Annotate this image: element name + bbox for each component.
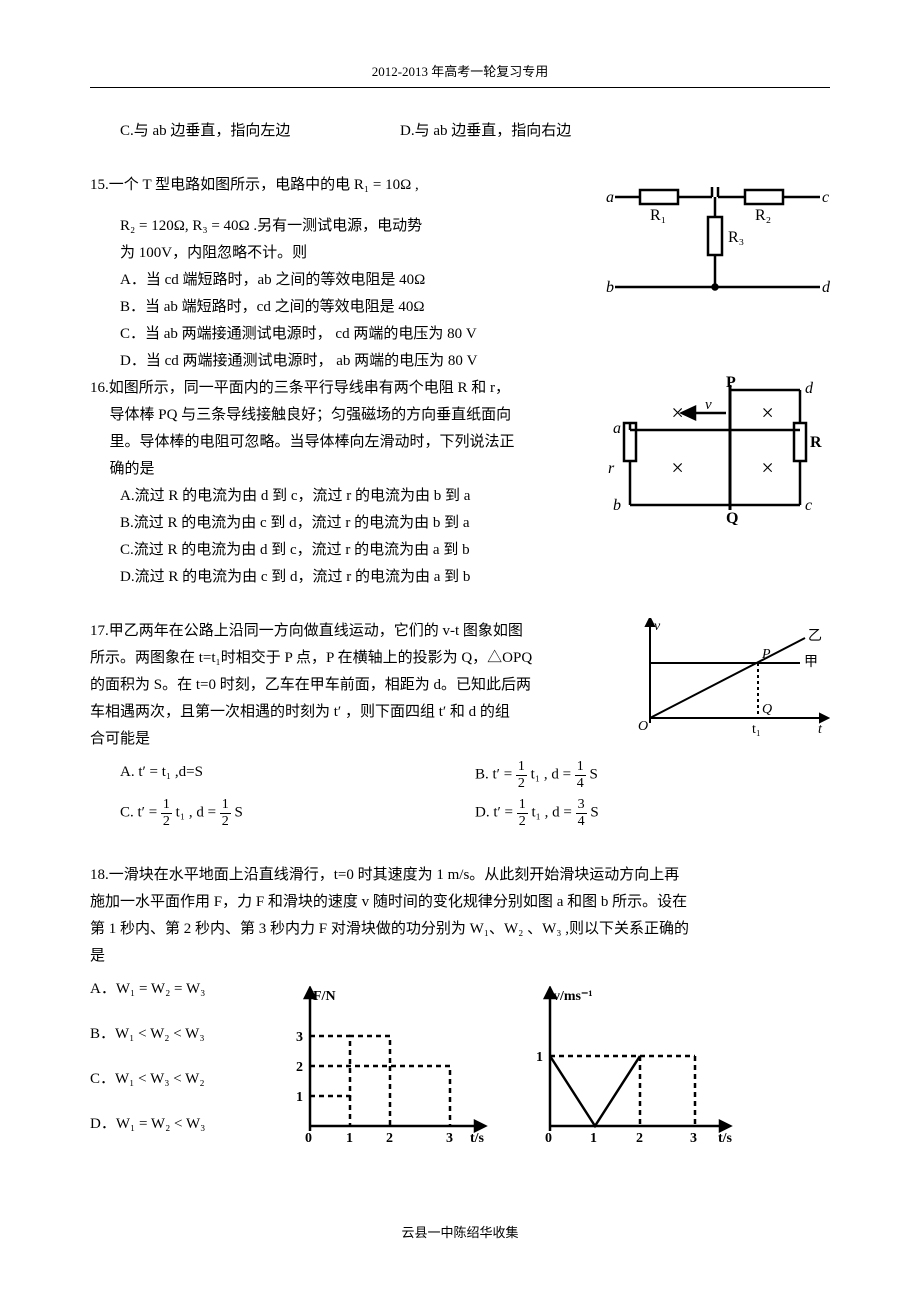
q18-block: 18.一滑块在水平地面上沿直线滑行，t=0 时其速度为 1 m/s。从此刻开始滑… <box>90 862 830 1161</box>
q18b-x0: 0 <box>545 1131 552 1146</box>
q18-stem-line3: 第 1 秒内、第 2 秒内、第 3 秒内力 F 对滑块做的功分别为 W₁、W₂ … <box>90 916 830 943</box>
q17-label-t1: t₁ <box>752 722 761 737</box>
svg-text:×: × <box>670 400 685 425</box>
q16-stem-line1: 16.如图所示，同一平面内的三条平行导线串有两个电阻 R 和 r， <box>90 375 580 402</box>
q18-figure-b: v/ms⁻¹ t/s 0 1 2 3 1 <box>520 986 740 1161</box>
q14-option-c: C.与 ab 边垂直，指向左边 <box>120 118 400 145</box>
q15-stem-line1: 15.一个 T 型电路如图所示，电路中的电 R₁ = 10Ω , <box>90 172 580 199</box>
q18-stem-line1: 18.一滑块在水平地面上沿直线滑行，t=0 时其速度为 1 m/s。从此刻开始滑… <box>90 862 830 889</box>
q18-stem-line2: 施加一水平面作用 F，力 F 和滑块的速度 v 随时间的变化规律分别如图 a 和… <box>90 889 830 916</box>
q18a-y2: 2 <box>296 1060 303 1075</box>
q15-option-a: A．当 cd 端短路时，ab 之间的等效电阻是 40Ω <box>120 267 580 294</box>
q16-stem-line2: 导体棒 PQ 与三条导线接触良好；匀强磁场的方向垂直纸面向 <box>90 402 580 429</box>
q18a-x3: 3 <box>446 1131 453 1146</box>
q18a-x2: 2 <box>386 1131 393 1146</box>
q17-option-b: B. t′ = 12 t₁ , d = 14 S <box>475 759 830 791</box>
svg-text:×: × <box>670 455 685 480</box>
q14-options-row: C.与 ab 边垂直，指向左边 D.与 ab 边垂直，指向右边 <box>120 118 830 145</box>
q17-stem-line3: 的面积为 S。在 t=0 时刻，乙车在甲车前面，相距为 d。已知此后两 <box>90 672 610 699</box>
q18b-x2: 2 <box>636 1131 643 1146</box>
q18a-ylabel: F/N <box>313 989 336 1004</box>
q17-stem-line4: 车相遇两次，且第一次相遇的时刻为 t′ ，则下面四组 t′ 和 d 的组 <box>90 699 610 726</box>
q17-label-O: O <box>638 719 648 734</box>
q17-options: A. t′ = t₁ ,d=S B. t′ = 12 t₁ , d = 14 S… <box>120 759 830 835</box>
q15-circuit-figure: a c b d R₁ R₂ R₃ <box>600 172 830 312</box>
q16-stem-line4: 确的是 <box>90 456 580 483</box>
q17-label-yi: 乙 <box>808 628 822 644</box>
q17-option-d: D. t′ = 12 t₁ , d = 34 S <box>475 797 830 829</box>
q16-label-b: b <box>613 497 621 514</box>
q16-label-v: v <box>705 397 712 413</box>
q17-stem-line2: 所示。两图象在 t=t₁时相交于 P 点，P 在横轴上的投影为 Q，△OPQ <box>90 645 610 672</box>
q18-option-d: D．W₁ = W₂ < W₃ <box>90 1111 230 1138</box>
q15-label-b: b <box>606 279 614 296</box>
q17-stem-line1: 17.甲乙两年在公路上沿同一方向做直线运动，它们的 v-t 图象如图 <box>90 618 610 645</box>
q16-option-c: C.流过 R 的电流为由 d 到 c，流过 r 的电流为由 a 到 b <box>120 537 580 564</box>
q15-label-c: c <box>822 189 829 206</box>
q16-option-a: A.流过 R 的电流为由 d 到 c，流过 r 的电流为由 b 到 a <box>120 483 580 510</box>
q18a-x1: 1 <box>346 1131 353 1146</box>
q16-label-Q: Q <box>726 510 738 525</box>
q16-option-b: B.流过 R 的电流为由 c 到 d，流过 r 的电流为由 b 到 a <box>120 510 580 537</box>
q18b-y1: 1 <box>536 1050 543 1065</box>
q15-option-d: D．当 cd 两端接通测试电源时， ab 两端的电压为 80 V <box>120 348 580 375</box>
q16-circuit-figure: × × × × P Q a b c d R r v <box>600 375 830 535</box>
q16-label-r: r <box>608 460 615 477</box>
q17-vt-graph: v t O t₁ P Q 甲 乙 <box>630 618 830 748</box>
q17-stem-line5: 合可能是 <box>90 726 610 753</box>
q18-option-c: C．W₁ < W₃ < W₂ <box>90 1066 230 1093</box>
q16-label-P: P <box>726 375 736 391</box>
q18-option-b: B．W₁ < W₂ < W₃ <box>90 1021 230 1048</box>
q15-option-c: C．当 ab 两端接通测试电源时， cd 两端的电压为 80 V <box>120 321 580 348</box>
svg-text:×: × <box>760 400 775 425</box>
q18b-xlabel: t/s <box>718 1131 733 1146</box>
q18a-xlabel: t/s <box>470 1131 485 1146</box>
q16-label-d: d <box>805 380 814 397</box>
q18a-y3: 3 <box>296 1030 303 1045</box>
q15-label-r2: R₂ <box>755 207 771 224</box>
page-footer: 云县一中陈绍华收集 <box>90 1221 830 1244</box>
q15-label-d: d <box>822 279 830 296</box>
q15-label-r1: R₁ <box>650 207 666 224</box>
q18-figure-a: F/N t/s 0 1 2 3 1 2 3 <box>280 986 490 1161</box>
q15-option-b: B．当 ab 端短路时，cd 之间的等效电阻是 40Ω <box>120 294 580 321</box>
q18a-y1: 1 <box>296 1090 303 1105</box>
q14-option-d: D.与 ab 边垂直，指向右边 <box>400 118 571 145</box>
q17-axis-v: v <box>654 619 661 634</box>
q17-label-Q: Q <box>762 702 772 717</box>
q17-option-c: C. t′ = 12 t₁ , d = 12 S <box>120 797 475 829</box>
q16-option-d: D.流过 R 的电流为由 c 到 d，流过 r 的电流为由 a 到 b <box>120 564 580 591</box>
q17-label-P: P <box>761 647 771 662</box>
q17-block: 17.甲乙两年在公路上沿同一方向做直线运动，它们的 v-t 图象如图 所示。两图… <box>90 618 830 753</box>
page-header: 2012-2013 年高考一轮复习专用 <box>90 60 830 88</box>
q18-option-a: A．W₁ = W₂ = W₃ <box>90 976 230 1003</box>
q16-label-a: a <box>613 420 621 437</box>
q15-label-r3: R₃ <box>728 229 744 246</box>
q15-stem-line2: R₂ = 120Ω, R₃ = 40Ω .另有一测试电源，电动势 <box>90 213 580 240</box>
q18b-x1: 1 <box>590 1131 597 1146</box>
q16-block: 16.如图所示，同一平面内的三条平行导线串有两个电阻 R 和 r， 导体棒 PQ… <box>90 375 830 591</box>
q15-block: 15.一个 T 型电路如图所示，电路中的电 R₁ = 10Ω , R₂ = 12… <box>90 172 830 375</box>
q18b-x3: 3 <box>690 1131 697 1146</box>
q15-label-a: a <box>606 189 614 206</box>
svg-text:×: × <box>760 455 775 480</box>
q17-label-jia: 甲 <box>804 655 818 670</box>
q17-option-a: A. t′ = t₁ ,d=S <box>120 759 475 791</box>
q18b-ylabel: v/ms⁻¹ <box>553 989 593 1004</box>
q15-stem-line3: 为 100V，内阻忽略不计。则 <box>90 240 580 267</box>
q16-stem-line3: 里。导体棒的电阻可忽略。当导体棒向左滑动时，下列说法正 <box>90 429 580 456</box>
q18-stem-line4: 是 <box>90 943 830 970</box>
q17-axis-t: t <box>818 722 823 737</box>
q18a-x0: 0 <box>305 1131 312 1146</box>
q16-label-c: c <box>805 497 812 514</box>
q16-label-R: R <box>810 434 822 451</box>
